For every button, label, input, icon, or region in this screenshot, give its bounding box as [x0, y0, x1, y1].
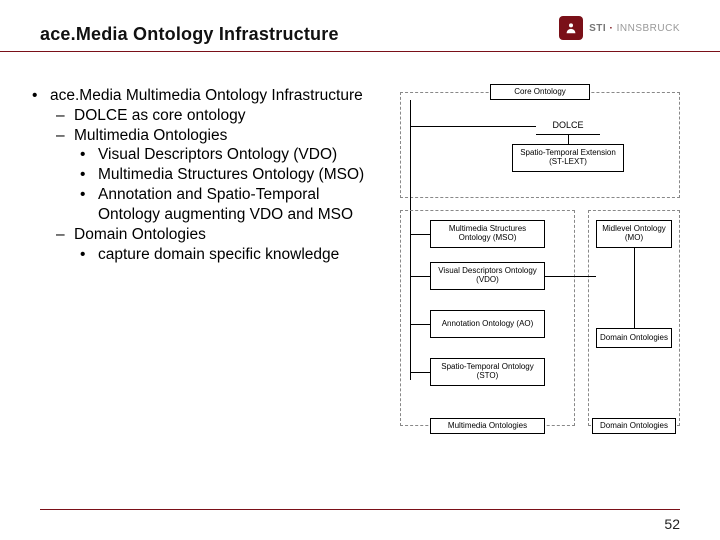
- logo-dot: ·: [606, 23, 616, 34]
- bullet-sub1: DOLCE as core ontology: [56, 106, 370, 126]
- conn-dolce-stlext: [568, 135, 569, 144]
- conn-ao: [410, 324, 430, 325]
- conn-mlo-domain: [634, 248, 635, 328]
- sto-box: Spatio-Temporal Ontology (STO): [430, 358, 545, 386]
- bullet-sub2: Multimedia Ontologies Visual Descriptors…: [56, 126, 370, 225]
- mso-box: Multimedia Structures Ontology (MSO): [430, 220, 545, 248]
- bullet-list: ace.Media Multimedia Ontology Infrastruc…: [32, 86, 370, 264]
- logo-badge-icon: [559, 16, 583, 40]
- logo: STI · INNSBRUCK: [559, 16, 680, 40]
- bullet-sub2-text: Multimedia Ontologies: [74, 127, 227, 144]
- conn-sto: [410, 372, 430, 373]
- mm-label-box: Multimedia Ontologies: [430, 418, 545, 434]
- bullet-sub-list: DOLCE as core ontology Multimedia Ontolo…: [50, 106, 370, 265]
- domain-label-box: Domain Ontologies: [592, 418, 676, 434]
- bullet-main-text: ace.Media Multimedia Ontology Infrastruc…: [50, 87, 363, 104]
- stlext-box: Spatio-Temporal Extension (ST-LEXT): [512, 144, 624, 172]
- ao-box: Annotation Ontology (AO): [430, 310, 545, 338]
- text-column: ace.Media Multimedia Ontology Infrastruc…: [0, 74, 370, 500]
- domain-box: Domain Ontologies: [596, 328, 672, 348]
- logo-text: STI · INNSBRUCK: [589, 23, 680, 34]
- slide: ace.Media Ontology Infrastructure STI · …: [0, 0, 720, 540]
- body: ace.Media Multimedia Ontology Infrastruc…: [0, 74, 720, 500]
- bullet-sub3: Domain Ontologies capture domain specifi…: [56, 225, 370, 265]
- bullet-main: ace.Media Multimedia Ontology Infrastruc…: [32, 86, 370, 264]
- logo-sub: INNSBRUCK: [617, 23, 680, 34]
- conn-spine-dolce: [410, 126, 536, 127]
- ontology-diagram: Core Ontology DOLCE Spatio-Temporal Exte…: [390, 82, 690, 442]
- conn-vdo: [410, 276, 430, 277]
- footer-rule: [40, 509, 680, 510]
- bullet-sub2-list: Visual Descriptors Ontology (VDO) Multim…: [74, 145, 370, 224]
- diagram-column: Core Ontology DOLCE Spatio-Temporal Exte…: [370, 74, 720, 500]
- vdo-box: Visual Descriptors Ontology (VDO): [430, 262, 545, 290]
- bullet-sub2c: Annotation and Spatio-Temporal Ontology …: [80, 185, 370, 225]
- logo-main: STI: [589, 23, 606, 34]
- conn-mm-domain: [545, 276, 596, 277]
- bullet-sub2b: Multimedia Structures Ontology (MSO): [80, 165, 370, 185]
- mlo-box: Midlevel Ontology (MO): [596, 220, 672, 248]
- conn-mso: [410, 234, 430, 235]
- core-label-box: Core Ontology: [490, 84, 590, 100]
- bullet-sub3a: capture domain specific knowledge: [80, 245, 370, 265]
- bullet-sub3-text: Domain Ontologies: [74, 226, 206, 243]
- page-number: 52: [664, 516, 680, 532]
- bullet-sub2a: Visual Descriptors Ontology (VDO): [80, 145, 370, 165]
- dolce-box: DOLCE: [538, 118, 598, 134]
- bullet-sub3-list: capture domain specific knowledge: [74, 245, 370, 265]
- person-icon: [564, 21, 578, 35]
